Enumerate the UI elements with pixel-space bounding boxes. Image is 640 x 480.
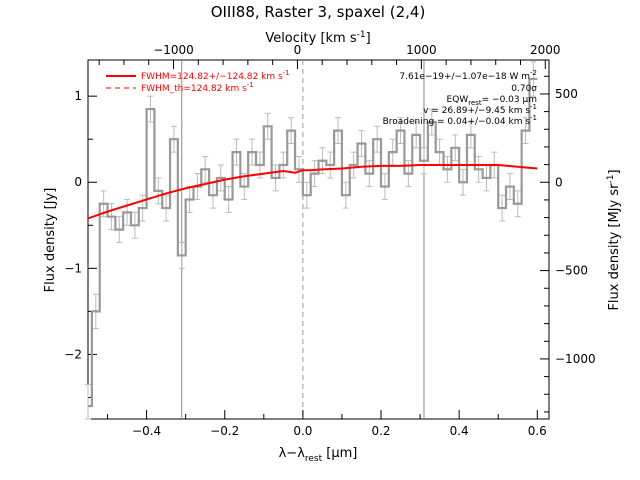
velocity-tick-label: 0 — [294, 43, 302, 57]
velocity-tick-label: 1000 — [406, 43, 437, 57]
legend-entry-fwhm-sup: -1 — [283, 69, 290, 77]
x-axis-label-sub: rest — [305, 454, 323, 464]
annotation-broadening-sup: -1 — [530, 114, 537, 122]
annotation-eqw: EQWrest= −0.03 μm — [447, 95, 537, 107]
plot-frame — [87, 59, 550, 420]
x-tick-label: −0.4 — [132, 424, 161, 438]
y-axis-label-left: Flux density [Jy] — [43, 188, 58, 293]
x-tick-label: 0.6 — [528, 424, 547, 438]
x-tick-label: −0.2 — [210, 424, 239, 438]
y-tick-label-right: −500 — [555, 264, 588, 278]
x-tick-label: 0.2 — [371, 424, 390, 438]
x-axis-label-unit: [μm] — [322, 446, 357, 461]
velocity-tick-label: 2000 — [530, 43, 561, 57]
annotation-line-flux-text: 7.61e−19+/−1.07e−18 W m — [399, 72, 530, 82]
y-tick-label-right: 500 — [555, 87, 578, 101]
y-tick-label-left: 0 — [74, 175, 82, 189]
y-tick-label-right: −1000 — [555, 352, 596, 366]
y-tick-label-left: −2 — [64, 347, 82, 361]
top-axis-label-sup: -1 — [357, 30, 366, 40]
annotation-eqw-value: = −0.03 μm — [482, 95, 537, 105]
legend: FWHM=124.82+/−124.82 km s-1 FWHM_th=124.… — [106, 69, 290, 94]
y-axis-label-right-sup: -1 — [606, 175, 616, 184]
y-tick-label-left: −1 — [64, 261, 82, 275]
x-axis-label: λ−λrest [μm] — [279, 446, 358, 464]
annotation-velocity-text: v = 26.89+/−9.45 km s — [423, 106, 530, 116]
y-tick-label-left: 1 — [74, 89, 82, 103]
fit-annotations: 7.61e−19+/−1.07e−18 W m-2 0.70σ EQWrest=… — [383, 69, 538, 127]
legend-entry-fwhm-th-text: FWHM_th=124.82 km s — [141, 84, 247, 94]
top-axis-label-text: Velocity [km s — [265, 31, 357, 46]
annotation-sigma: 0.70σ — [511, 84, 537, 94]
annotation-broadening: Broadening = 0.04+/−0.04 km s-1 — [383, 114, 537, 127]
y-axis-label-right-end: ] — [607, 169, 622, 174]
x-tick-label: 0.4 — [450, 424, 469, 438]
y-axis-label-right: Flux density [MJy sr-1] — [606, 169, 622, 310]
legend-entry-fwhm-th: FWHM_th=124.82 km s-1 — [141, 81, 254, 94]
annotation-velocity: v = 26.89+/−9.45 km s-1 — [423, 103, 537, 116]
legend-entry-fwhm: FWHM=124.82+/−124.82 km s-1 — [141, 69, 290, 82]
axis-tick-labels: −0.4 −0.2 0.0 0.2 0.4 0.6 −2 −1 0 1 −1000 −500 0 500 −… — [64, 43, 595, 438]
annotation-velocity-sup: -1 — [530, 103, 537, 111]
top-axis-label: Velocity [km s-1] — [265, 30, 370, 46]
axis-ticks — [88, 60, 549, 419]
top-axis-label-end: ] — [366, 31, 371, 46]
annotation-eqw-sub: rest — [468, 99, 482, 107]
data-series-line — [88, 77, 538, 408]
annotation-line-flux: 7.61e−19+/−1.07e−18 W m-2 — [399, 69, 537, 82]
annotation-broadening-text: Broadening = 0.04+/−0.04 km s — [383, 117, 531, 127]
chart-title: OIII88, Raster 3, spaxel (2,4) — [211, 3, 426, 21]
fit-series-line — [87, 164, 538, 220]
x-axis-label-main: λ−λ — [279, 446, 306, 461]
annotation-eqw-label: EQW — [447, 95, 469, 105]
y-tick-label-right: 0 — [555, 175, 563, 189]
legend-entry-fwhm-text: FWHM=124.82+/−124.82 km s — [141, 72, 283, 82]
vertical-reference-lines — [181, 60, 425, 419]
x-tick-label: 0.0 — [293, 424, 312, 438]
y-axis-label-right-text: Flux density [MJy sr — [607, 183, 622, 311]
velocity-tick-label: −1000 — [153, 43, 194, 57]
annotation-line-flux-sup: -2 — [530, 69, 537, 77]
legend-entry-fwhm-th-sup: -1 — [247, 81, 254, 89]
